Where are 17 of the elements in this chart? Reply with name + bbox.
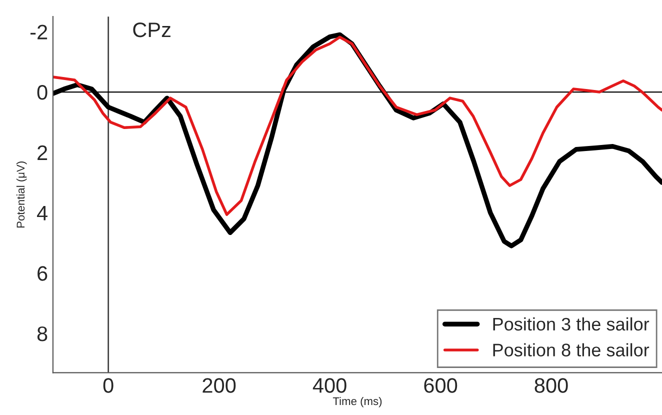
x-tick-label: 0 — [103, 378, 114, 393]
chart-title: CPz — [133, 22, 170, 38]
x-tick-label: 200 — [202, 378, 236, 393]
y-tick-label: 8 — [37, 326, 48, 342]
y-tick-label: 2 — [38, 145, 48, 160]
line-series — [52, 36, 662, 216]
x-axis-title: Time (ms) — [332, 396, 382, 408]
y-tick-label: 4 — [36, 206, 48, 220]
legend-label: Position 3 the sailor — [493, 317, 650, 331]
y-tick-label: -2 — [30, 24, 48, 40]
y-tick-label: 0 — [37, 85, 48, 100]
x-tick-label: 800 — [534, 378, 568, 393]
y-axis-title: Potential (μV) — [16, 162, 27, 228]
x-tick-label: 400 — [312, 378, 346, 393]
x-tick-label: 600 — [424, 378, 458, 393]
legend-label: Position 8 the sailor — [493, 343, 650, 356]
y-tick-label: 6 — [38, 266, 48, 281]
